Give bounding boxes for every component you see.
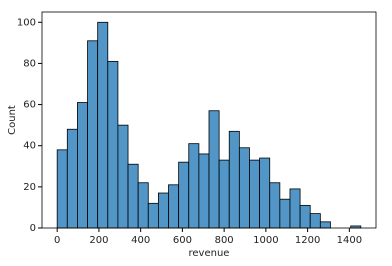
bar bbox=[218, 159, 230, 229]
bar bbox=[137, 182, 149, 229]
x-tick-label: 600 bbox=[173, 235, 192, 246]
bar bbox=[56, 149, 68, 229]
plot-frame bbox=[41, 11, 377, 229]
x-tick-label: 400 bbox=[131, 235, 150, 246]
y-tick-label: 100 bbox=[17, 17, 36, 28]
bar bbox=[228, 130, 240, 229]
bar bbox=[147, 202, 159, 229]
bar bbox=[168, 184, 180, 229]
bar bbox=[97, 21, 109, 229]
bar bbox=[238, 147, 250, 229]
bar bbox=[87, 40, 99, 229]
bar bbox=[289, 188, 301, 229]
x-axis-label: revenue bbox=[189, 248, 230, 259]
bar bbox=[66, 128, 78, 229]
bar bbox=[178, 161, 190, 229]
bar bbox=[107, 60, 119, 229]
y-tick-label: 0 bbox=[30, 223, 36, 234]
x-tick-label: 1200 bbox=[295, 235, 320, 246]
y-tick-label: 40 bbox=[23, 141, 36, 152]
bar bbox=[208, 110, 220, 229]
x-tick-label: 800 bbox=[215, 235, 234, 246]
bar bbox=[319, 221, 331, 229]
bar bbox=[77, 102, 88, 229]
bar bbox=[157, 192, 169, 229]
bar bbox=[299, 204, 311, 229]
bar bbox=[309, 213, 321, 229]
y-tick-label: 80 bbox=[23, 58, 36, 69]
y-tick-label: 20 bbox=[23, 182, 36, 193]
x-tick-label: 1000 bbox=[253, 235, 278, 246]
bar bbox=[269, 182, 281, 229]
x-tick-label: 0 bbox=[54, 235, 60, 246]
bar bbox=[279, 198, 291, 229]
x-tick-label: 200 bbox=[89, 235, 108, 246]
bar bbox=[188, 143, 200, 229]
bar bbox=[249, 159, 261, 229]
bar bbox=[198, 153, 210, 229]
bar bbox=[127, 163, 139, 229]
bar bbox=[117, 124, 129, 229]
x-tick-label: 1400 bbox=[337, 235, 362, 246]
y-axis-label: Count bbox=[7, 105, 18, 135]
bar bbox=[259, 157, 271, 229]
y-tick-label: 60 bbox=[23, 100, 36, 111]
